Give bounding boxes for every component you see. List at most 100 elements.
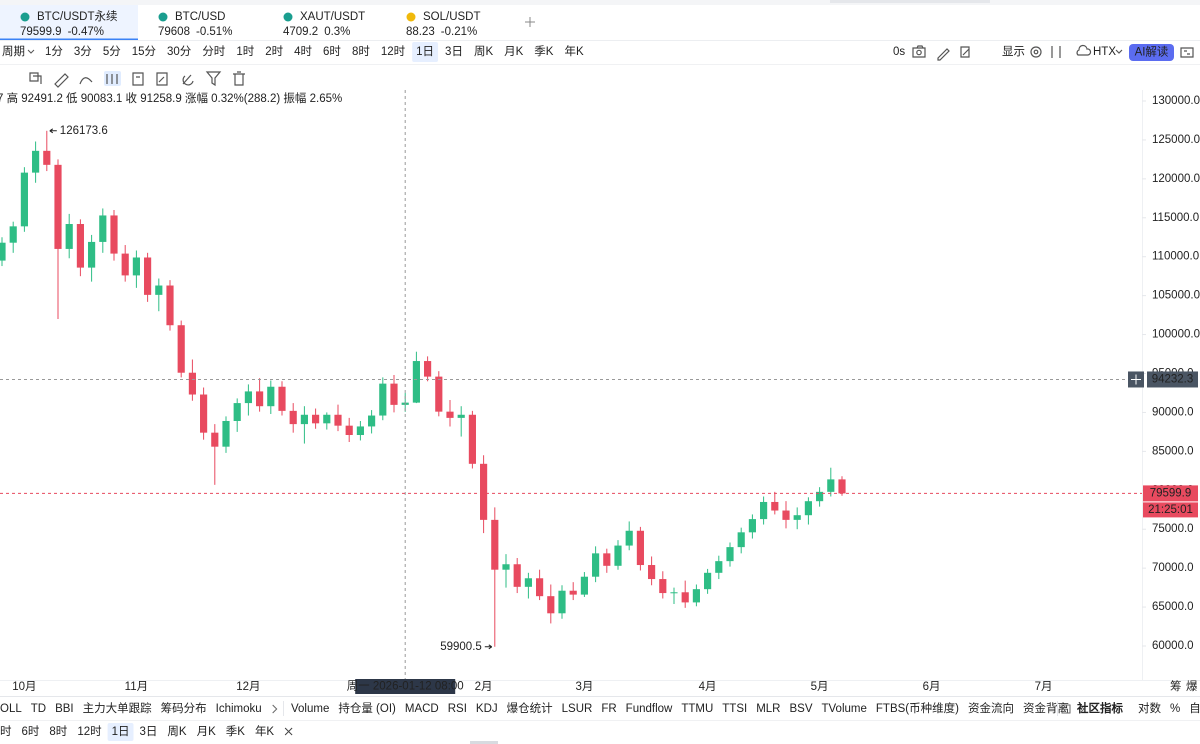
tab-change[interactable]: -0.47% (68, 26, 104, 38)
interval-button[interactable]: 季K (534, 45, 553, 58)
interval-button[interactable]: 8时 (352, 45, 370, 58)
candle-body (244, 391, 252, 404)
countdown-label: 21:25:01 (1148, 504, 1193, 516)
candle-body (20, 172, 28, 227)
bottom-interval[interactable]: 8时 (49, 725, 67, 738)
ai-button[interactable] (1129, 44, 1174, 61)
indicator-button[interactable]: BBI (55, 703, 74, 715)
bottom-interval[interactable]: 时 (0, 725, 12, 738)
interval-button[interactable]: 1时 (236, 45, 254, 58)
interval-button[interactable]: 5分 (103, 45, 121, 58)
interval-button[interactable]: 1分 (45, 45, 63, 58)
interval-button[interactable]: 周K (474, 45, 493, 58)
indicator-button[interactable]: LSUR (562, 703, 593, 715)
bottom-interval[interactable]: 3日 (140, 726, 158, 738)
indicator-button[interactable]: 资金背离 (1023, 701, 1069, 715)
interval-button[interactable]: 6时 (323, 45, 341, 58)
axis-button[interactable]: 爆 (1186, 679, 1198, 693)
interval-button[interactable]: 2时 (265, 45, 283, 58)
bottom-interval[interactable]: 1日 (112, 726, 130, 738)
indicator-option[interactable]: 社区指标 (1076, 701, 1123, 715)
exchange-select[interactable]: HTX (1093, 46, 1116, 58)
tab-price[interactable]: 79608 (158, 26, 190, 38)
bottom-interval[interactable]: 月K (197, 726, 216, 738)
community-icon (1061, 704, 1071, 714)
candle-body (256, 391, 264, 407)
indicator-button[interactable]: TTSI (722, 703, 747, 715)
indicator-button[interactable]: 筹码分布 (161, 701, 207, 715)
tab-symbol[interactable]: XAUT/USDT (300, 11, 365, 23)
interval-button[interactable]: 月K (504, 46, 523, 58)
indicator-button[interactable]: BSV (789, 703, 812, 715)
interval-button[interactable]: 1日 (416, 46, 434, 58)
tab-price[interactable]: 88.23 (406, 26, 435, 38)
indicator-button[interactable]: TTMU (681, 703, 713, 715)
indicator-button[interactable]: 爆仓统计 (507, 701, 553, 715)
toolbar-icons[interactable] (912, 44, 1194, 61)
interval-selected-bg (412, 42, 439, 62)
indicator-button[interactable]: 资金流向 (968, 701, 1014, 715)
indicator-option[interactable]: 自动 (1189, 702, 1200, 715)
indicator-button[interactable]: KDJ (476, 703, 498, 715)
indicator-button[interactable]: MLR (756, 703, 780, 715)
indicator-more[interactable] (1079, 704, 1085, 714)
plot-area (0, 130, 846, 647)
bottom-interval[interactable]: 6时 (22, 725, 40, 738)
tab-change[interactable]: 0.3% (324, 26, 350, 38)
tab-price[interactable]: 4709.2 (283, 26, 318, 38)
indicator-button[interactable]: Fundflow (626, 703, 673, 715)
indicator-button[interactable]: MACD (405, 703, 439, 715)
high-marker-arrow (49, 128, 57, 134)
bottom-interval[interactable]: 周K (167, 725, 186, 738)
candle-body (692, 589, 700, 603)
tab-symbol[interactable]: SOL/USDT (423, 11, 481, 23)
indicator-button[interactable]: TVolume (822, 703, 867, 715)
tab-icon (158, 12, 168, 22)
bottom-interval[interactable]: 年K (255, 724, 274, 738)
indicator-button[interactable]: Ichimoku (216, 703, 262, 715)
tab-change[interactable]: -0.51% (196, 26, 232, 38)
interval-button[interactable]: 3分 (74, 45, 92, 58)
drawing-tools[interactable] (29, 71, 245, 88)
interval-button[interactable]: 分时 (202, 45, 225, 58)
y-tick-label: 100000.0 (1152, 329, 1200, 341)
candle-body (155, 285, 163, 295)
candle-body (468, 414, 476, 464)
indicator-button[interactable]: FR (601, 703, 616, 715)
indicator-option[interactable]: 对数 (1138, 701, 1161, 715)
bottom-interval[interactable]: 12时 (77, 725, 102, 738)
indicator-button[interactable]: 主力大单跟踪 (83, 701, 152, 715)
indicator-button[interactable]: TD (31, 703, 46, 715)
period-button[interactable]: 周期 (2, 45, 25, 58)
candle-body (569, 590, 577, 595)
interval-button[interactable]: 3日 (445, 46, 463, 58)
tab-change[interactable]: -0.21% (441, 26, 477, 38)
bottom-interval[interactable]: 季K (226, 725, 245, 738)
x-tick-label: 2月 (475, 681, 493, 693)
display-button[interactable]: 显示 (1002, 45, 1025, 58)
interval-button[interactable]: 4时 (294, 45, 312, 58)
timer[interactable]: 0s (893, 46, 905, 58)
interval-button[interactable]: 15分 (132, 45, 157, 58)
indicator-option[interactable]: % (1170, 703, 1180, 715)
tab-symbol[interactable]: BTC/USD (175, 11, 225, 23)
interval-button[interactable]: 30分 (167, 45, 192, 58)
indicator-button[interactable]: RSI (448, 703, 467, 715)
interval-button[interactable]: 12时 (381, 45, 406, 58)
indicator-more[interactable] (272, 704, 278, 714)
bottom-close[interactable] (284, 727, 293, 736)
candle-body (65, 224, 73, 249)
indicator-button[interactable]: 持仓量 (OI) (338, 701, 396, 715)
axis-button[interactable]: 筹 (1170, 679, 1182, 693)
tab-price[interactable]: 79599.9 (20, 26, 62, 38)
add-tab[interactable] (525, 17, 535, 27)
indicator-button[interactable]: Volume (291, 703, 329, 715)
indicator-button[interactable]: OLL (0, 703, 22, 715)
candle-body (502, 564, 510, 570)
indicator-button[interactable]: FTBS(币种维度) (876, 701, 959, 715)
interval-button[interactable]: 年K (564, 44, 583, 58)
tab-symbol[interactable]: BTC/USDT永续 (37, 9, 118, 23)
candle-body (580, 576, 588, 595)
ai-button-label[interactable]: AI解读 (1135, 45, 1169, 59)
candle-body (592, 553, 600, 577)
